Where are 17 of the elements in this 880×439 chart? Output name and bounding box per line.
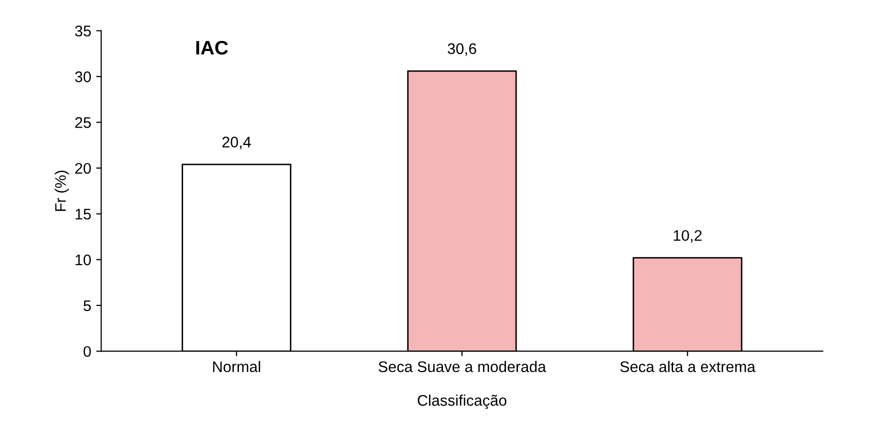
y-tick-label: 20 (75, 162, 91, 174)
data-label: 10,2 (674, 230, 702, 243)
y-tick-label: 25 (75, 117, 91, 128)
y-tick-label: 5 (84, 300, 91, 312)
x-axis-title: Classificação (418, 394, 506, 409)
data-label: 20,4 (222, 136, 251, 150)
y-tick-label: 0 (84, 346, 91, 357)
y-axis-title: Fr (%) (54, 170, 69, 211)
y-tick-label: 10 (76, 254, 91, 266)
x-tick-label: Seca Suave a moderada (378, 360, 546, 372)
y-tick-label: 35 (75, 26, 91, 36)
data-label: 30,6 (448, 43, 476, 56)
y-tick-label: 30 (75, 71, 91, 82)
y-tick-label: 15 (76, 208, 91, 220)
x-tick-label: Normal (213, 360, 260, 372)
chart-title: IAC (196, 40, 228, 55)
x-tick-label: Seca alta a extrema (620, 360, 756, 372)
